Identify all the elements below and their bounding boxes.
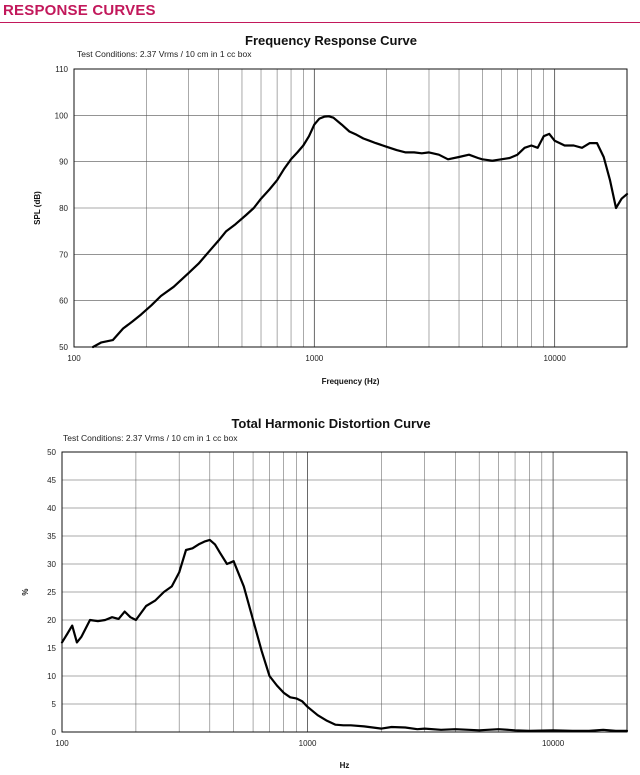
chart-title: Frequency Response Curve [245,33,417,48]
y-tick-label: 100 [55,111,69,120]
series-line [91,115,629,349]
chart-subtitle: Test Conditions: 2.37 Vrms / 10 cm in 1 … [63,433,238,443]
x-tick-label: 1000 [299,739,317,748]
y-tick-label: 70 [59,250,68,259]
y-tick-label: 5 [52,700,57,709]
x-axis-label: Hz [340,761,350,770]
y-tick-label: 45 [47,476,56,485]
y-tick-label: 20 [47,616,56,625]
y-tick-label: 50 [59,343,68,352]
x-tick-label: 1000 [305,354,323,363]
y-tick-label: 50 [47,448,56,457]
y-tick-label: 0 [52,728,57,737]
series-line [60,538,629,732]
y-tick-label: 35 [47,532,56,541]
plot-frame [73,68,628,348]
y-tick-label: 60 [59,297,68,306]
plot-frame [61,451,628,733]
y-tick-label: 10 [47,672,56,681]
section-header: RESPONSE CURVES [0,0,640,23]
x-axis-label: Frequency (Hz) [322,377,380,386]
y-tick-label: 40 [47,504,56,513]
x-tick-label: 100 [67,354,81,363]
thd-chart: Total Harmonic Distortion Curve Test Cond… [21,416,629,770]
x-tick-label: 10000 [542,739,565,748]
x-tick-label: 100 [55,739,69,748]
section-title: RESPONSE CURVES [3,2,156,19]
y-tick-label: 15 [47,644,56,653]
chart-title: Total Harmonic Distortion Curve [231,416,430,431]
y-axis-label: % [21,588,30,595]
y-tick-label: 25 [47,588,56,597]
y-axis-label: SPL (dB) [33,191,42,225]
chart-subtitle: Test Conditions: 2.37 Vrms / 10 cm in 1 … [77,49,252,59]
y-tick-label: 30 [47,560,56,569]
y-tick-label: 90 [59,158,68,167]
y-tick-label: 110 [55,65,68,74]
y-tick-label: 80 [59,204,68,213]
x-tick-label: 10000 [544,354,567,363]
